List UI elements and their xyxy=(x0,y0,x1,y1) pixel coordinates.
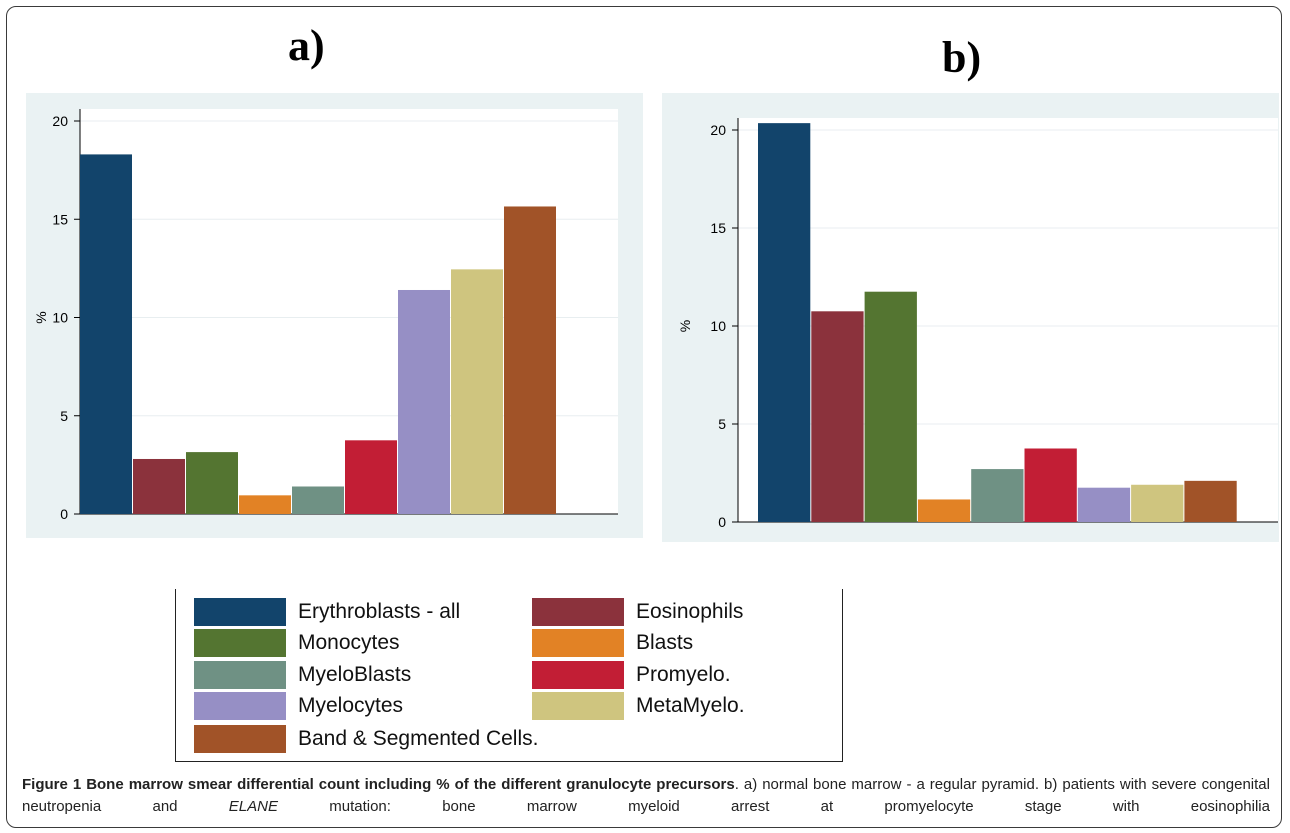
y-tick-label: 15 xyxy=(710,220,726,236)
bar-monocytes xyxy=(186,452,238,514)
caption-title: Figure 1 Bone marrow smear differential … xyxy=(22,776,735,793)
legend-label: Myelocytes xyxy=(298,694,404,717)
bar-myeloblasts xyxy=(971,469,1024,522)
bar-eosinophils xyxy=(133,458,185,514)
legend-label: MyeloBlasts xyxy=(298,663,412,686)
legend-label: Eosinophils xyxy=(636,600,744,623)
legend-label: Band & Segmented Cells. xyxy=(298,727,539,750)
bar-monocytes xyxy=(864,291,917,522)
caption-text-1: . a) normal bone marrow - a regular pyra… xyxy=(22,776,1270,815)
legend: Erythroblasts - all Eosinophils Monocytes B… xyxy=(175,589,843,762)
legend-item: Erythroblasts - all xyxy=(194,598,460,626)
y-tick-label: 0 xyxy=(60,506,68,522)
chart-b-svg: 0 5 10 15 20% xyxy=(677,118,1278,530)
bar-myeloblasts xyxy=(292,486,344,514)
bar-metamyelo xyxy=(451,269,503,514)
y-tick-label: 5 xyxy=(718,416,726,432)
legend-swatch xyxy=(532,661,624,689)
caption-text-2: mutation: bone marrow myeloid arrest at … xyxy=(277,798,1270,815)
y-axis-label: % xyxy=(33,311,49,323)
legend-item: Promyelo. xyxy=(532,661,731,689)
y-tick-label: 0 xyxy=(718,514,726,530)
legend-item: Band & Segmented Cells. xyxy=(194,725,538,753)
legend-item: Myelocytes xyxy=(194,692,403,720)
legend-item: MetaMyelo. xyxy=(532,692,745,720)
legend-swatch xyxy=(194,629,286,657)
bar-promyelo xyxy=(1024,448,1077,522)
bar-erythroblasts-all xyxy=(80,154,132,514)
legend-item: Monocytes xyxy=(194,629,400,657)
panel-a-label: a) xyxy=(288,21,325,70)
legend-label: Erythroblasts - all xyxy=(298,600,461,623)
legend-item: Blasts xyxy=(532,629,693,657)
y-tick-label: 10 xyxy=(52,310,68,326)
bar-myelocytes xyxy=(398,289,450,514)
panel-b-label: b) xyxy=(942,33,982,82)
legend-swatch xyxy=(532,598,624,626)
y-axis-label: % xyxy=(677,320,693,332)
caption-gene: ELANE xyxy=(228,798,278,815)
legend-swatch xyxy=(532,692,624,720)
y-tick-label: 15 xyxy=(52,211,68,227)
legend-swatch xyxy=(194,598,286,626)
legend-item: MyeloBlasts xyxy=(194,661,411,689)
chart-a-svg: 0 5 10 15 20% xyxy=(33,109,618,522)
legend-swatch xyxy=(194,692,286,720)
bar-eosinophils xyxy=(811,311,864,522)
bar-blasts xyxy=(239,495,291,514)
figure-frame xyxy=(6,6,1282,828)
bar-band-segmented-cells xyxy=(1184,480,1237,522)
chart-a: 0 5 10 15 20% xyxy=(26,93,643,538)
bar-erythroblasts-all xyxy=(758,123,811,522)
legend-swatch xyxy=(194,661,286,689)
legend-swatch xyxy=(532,629,624,657)
legend-label: Blasts xyxy=(636,631,694,654)
legend-label: Monocytes xyxy=(298,631,400,654)
bar-metamyelo xyxy=(1131,484,1184,522)
bar-band-segmented-cells xyxy=(504,206,556,514)
legend-label: MetaMyelo. xyxy=(636,694,745,717)
legend-label: Promyelo. xyxy=(636,663,731,686)
chart-b: 0 5 10 15 20% xyxy=(662,93,1279,542)
y-tick-label: 20 xyxy=(710,122,726,138)
y-tick-label: 10 xyxy=(710,318,726,334)
legend-item: Eosinophils xyxy=(532,598,743,626)
bar-promyelo xyxy=(345,440,397,514)
y-tick-label: 20 xyxy=(52,113,68,129)
bar-myelocytes xyxy=(1077,487,1131,522)
legend-swatch xyxy=(194,725,286,753)
bar-blasts xyxy=(917,499,971,522)
y-tick-label: 5 xyxy=(60,408,68,424)
figure-caption: Figure 1 Bone marrow smear differential … xyxy=(22,774,1270,818)
